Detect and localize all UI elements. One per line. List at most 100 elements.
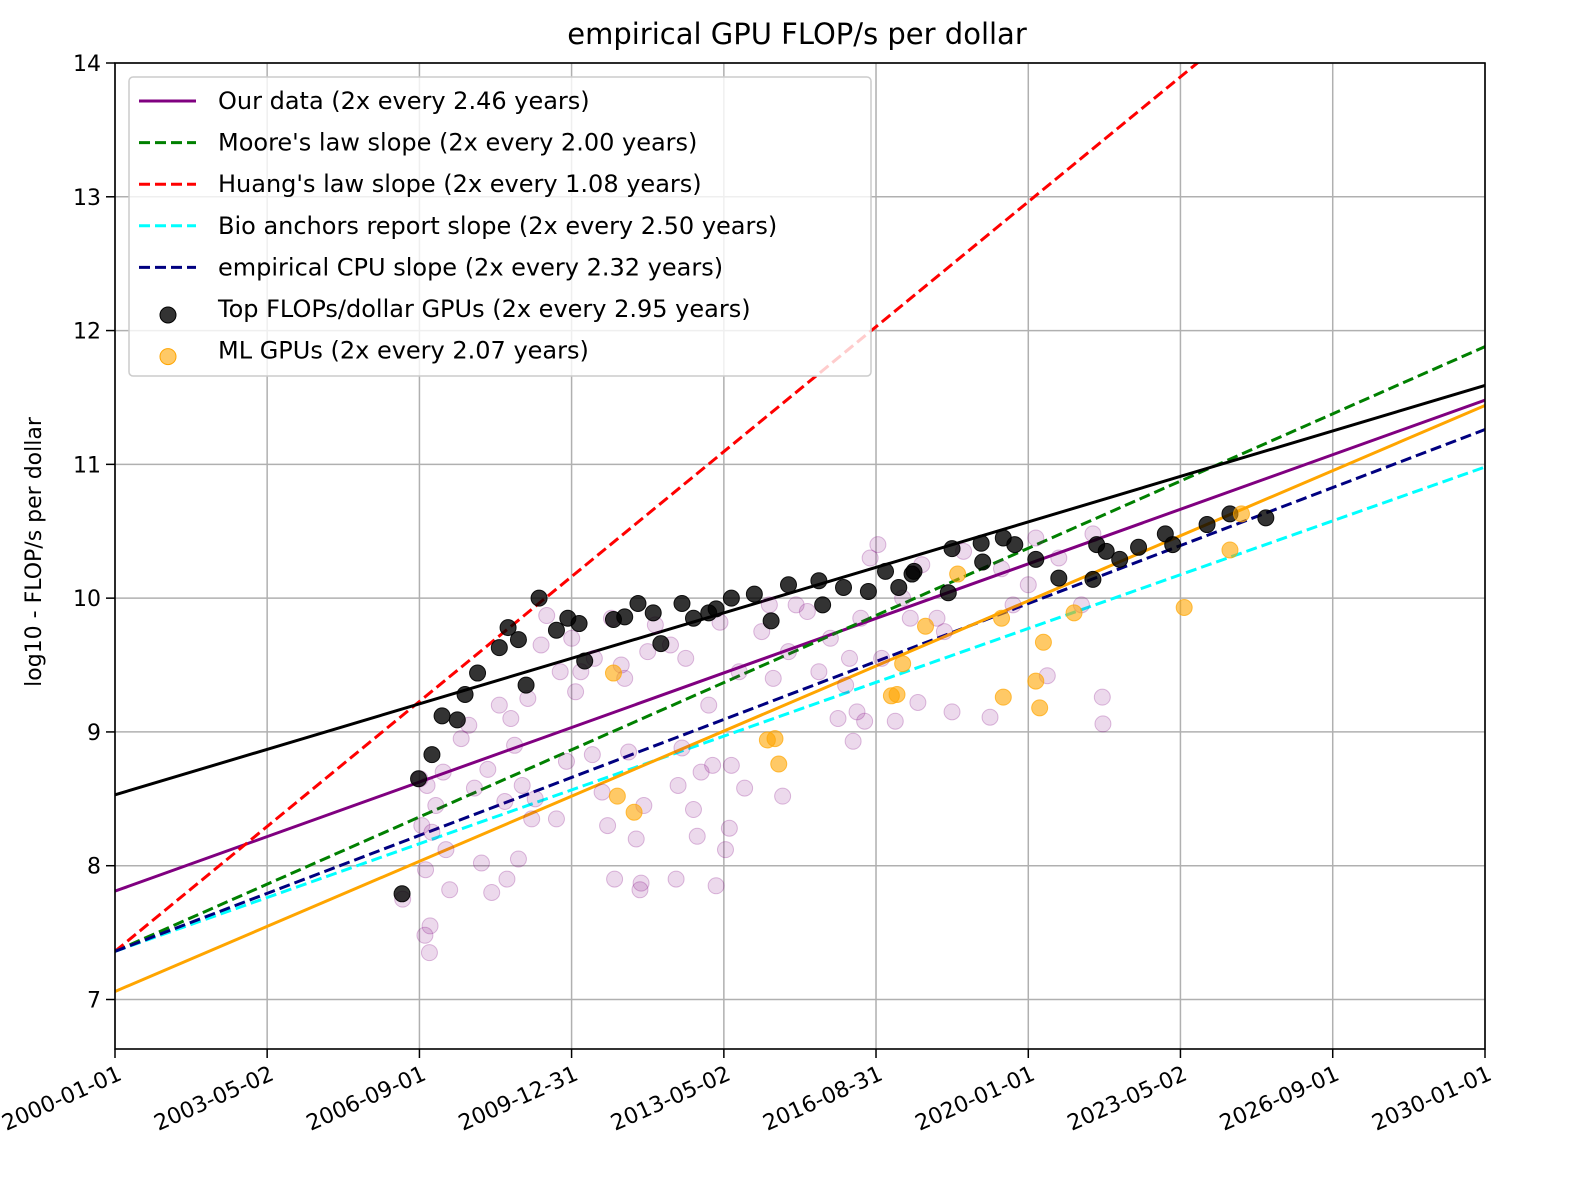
legend-entry-label: Top FLOPs/dollar GPUs (2x every 2.95 yea…: [217, 295, 751, 323]
all-gpu-point: [498, 870, 516, 888]
trend-line-0: [115, 398, 1485, 893]
all-gpu-point: [472, 854, 490, 872]
legend-entry-label: empirical CPU slope (2x every 2.32 years…: [218, 253, 723, 281]
legend-entry-label: Our data (2x every 2.46 years): [218, 87, 590, 115]
all-gpu-point: [563, 629, 581, 647]
top-gpu-point: [1111, 550, 1129, 568]
all-gpu-point: [557, 752, 575, 770]
all-gpu-point: [632, 874, 650, 892]
all-gpu-point: [760, 596, 778, 614]
all-gpu-point: [1050, 549, 1068, 567]
top-gpu-point: [509, 631, 527, 649]
trend-line-6: [115, 404, 1485, 993]
all-gpu-point: [627, 830, 645, 848]
all-gpu-point: [704, 756, 722, 774]
top-gpu-point: [939, 584, 957, 602]
y-tick-label: 10: [73, 587, 101, 612]
all-gpu-point: [869, 536, 887, 554]
all-gpu-point: [551, 663, 569, 681]
ml-gpu-point: [1232, 505, 1250, 523]
trend-line-4: [115, 428, 1485, 953]
chart-title: empirical GPU FLOP/s per dollar: [567, 17, 1027, 51]
all-gpu-point: [496, 792, 514, 810]
trend-lines: [115, 63, 1485, 993]
data-points: [393, 505, 1275, 962]
all-gpu-point: [722, 756, 740, 774]
ml-gpu-point: [766, 730, 784, 748]
all-gpu-point: [479, 760, 497, 778]
top-gpu-point: [810, 572, 828, 590]
all-gpu-point: [677, 649, 695, 667]
all-gpu-point: [417, 861, 435, 879]
all-gpu-point: [523, 810, 541, 828]
top-gpu-point: [1027, 550, 1045, 568]
all-gpu-point: [993, 560, 1011, 578]
top-gpu-point: [943, 540, 961, 558]
all-gpu-point: [700, 696, 718, 714]
ml-gpu-point: [625, 803, 643, 821]
top-gpu-point: [547, 621, 565, 639]
all-gpu-point: [753, 623, 771, 641]
all-gpu-point: [427, 797, 445, 815]
all-gpu-point: [416, 926, 434, 944]
top-gpu-point: [423, 746, 441, 764]
all-gpu-point: [509, 850, 527, 868]
all-gpu-point: [886, 712, 904, 730]
all-gpu-point: [538, 607, 556, 625]
all-gpu-point: [421, 917, 439, 935]
all-gpu-point: [452, 730, 470, 748]
all-gpu-point: [861, 549, 879, 567]
all-gpu-point: [1094, 715, 1112, 733]
all-gpu-point: [631, 881, 649, 899]
top-gpu-point: [490, 639, 508, 657]
all-gpu-point: [465, 779, 483, 797]
trend-line-1: [115, 345, 1485, 953]
all-gpu-point: [909, 693, 927, 711]
top-gpu-point: [974, 553, 992, 571]
top-gpu-point: [890, 578, 908, 596]
y-tick-label: 14: [73, 52, 101, 77]
top-gpu-point: [684, 609, 702, 627]
all-gpu-point: [667, 870, 685, 888]
all-gpu-point: [1019, 576, 1037, 594]
ml-gpu-point: [770, 755, 788, 773]
all-gpu-point: [606, 870, 624, 888]
all-gpu-point: [821, 629, 839, 647]
ml-gpu-point: [894, 655, 912, 673]
ml-gpu-point: [994, 688, 1012, 706]
plot-frame: [114, 62, 1486, 1050]
all-gpu-point: [841, 649, 859, 667]
top-gpu-point: [903, 565, 921, 583]
top-gpu-point: [1198, 516, 1216, 534]
top-gpu-point: [570, 615, 588, 633]
all-gpu-point: [669, 776, 687, 794]
top-gpu-point: [707, 600, 725, 618]
all-gpu-point: [829, 710, 847, 728]
all-gpu-point: [513, 776, 531, 794]
top-gpu-point: [1164, 536, 1182, 554]
all-gpu-point: [779, 643, 797, 661]
all-gpu-point: [532, 636, 550, 654]
ml-gpu-point: [1031, 699, 1049, 717]
all-gpu-point: [901, 609, 919, 627]
all-gpu-point: [423, 823, 441, 841]
all-gpu-point: [688, 827, 706, 845]
ml-gpu-point: [917, 617, 935, 635]
all-gpu-point: [935, 623, 953, 641]
all-gpu-point: [502, 710, 520, 728]
top-gpu-point: [576, 652, 594, 670]
all-gpu-point: [567, 683, 585, 701]
top-gpu-point: [517, 676, 535, 694]
all-gpu-point: [639, 643, 657, 661]
legend-entry-label: Huang's law slope (2x every 1.08 years): [218, 170, 702, 198]
all-gpu-point: [787, 596, 805, 614]
top-gpu-point: [859, 582, 877, 600]
top-gpu-point: [1006, 536, 1024, 554]
ml-gpu-point: [993, 609, 1011, 627]
all-gpu-point: [852, 609, 870, 627]
top-gpu-point: [835, 578, 853, 596]
top-gpu-point: [629, 594, 647, 612]
top-gpu-point: [779, 576, 797, 594]
all-gpu-point: [837, 676, 855, 694]
